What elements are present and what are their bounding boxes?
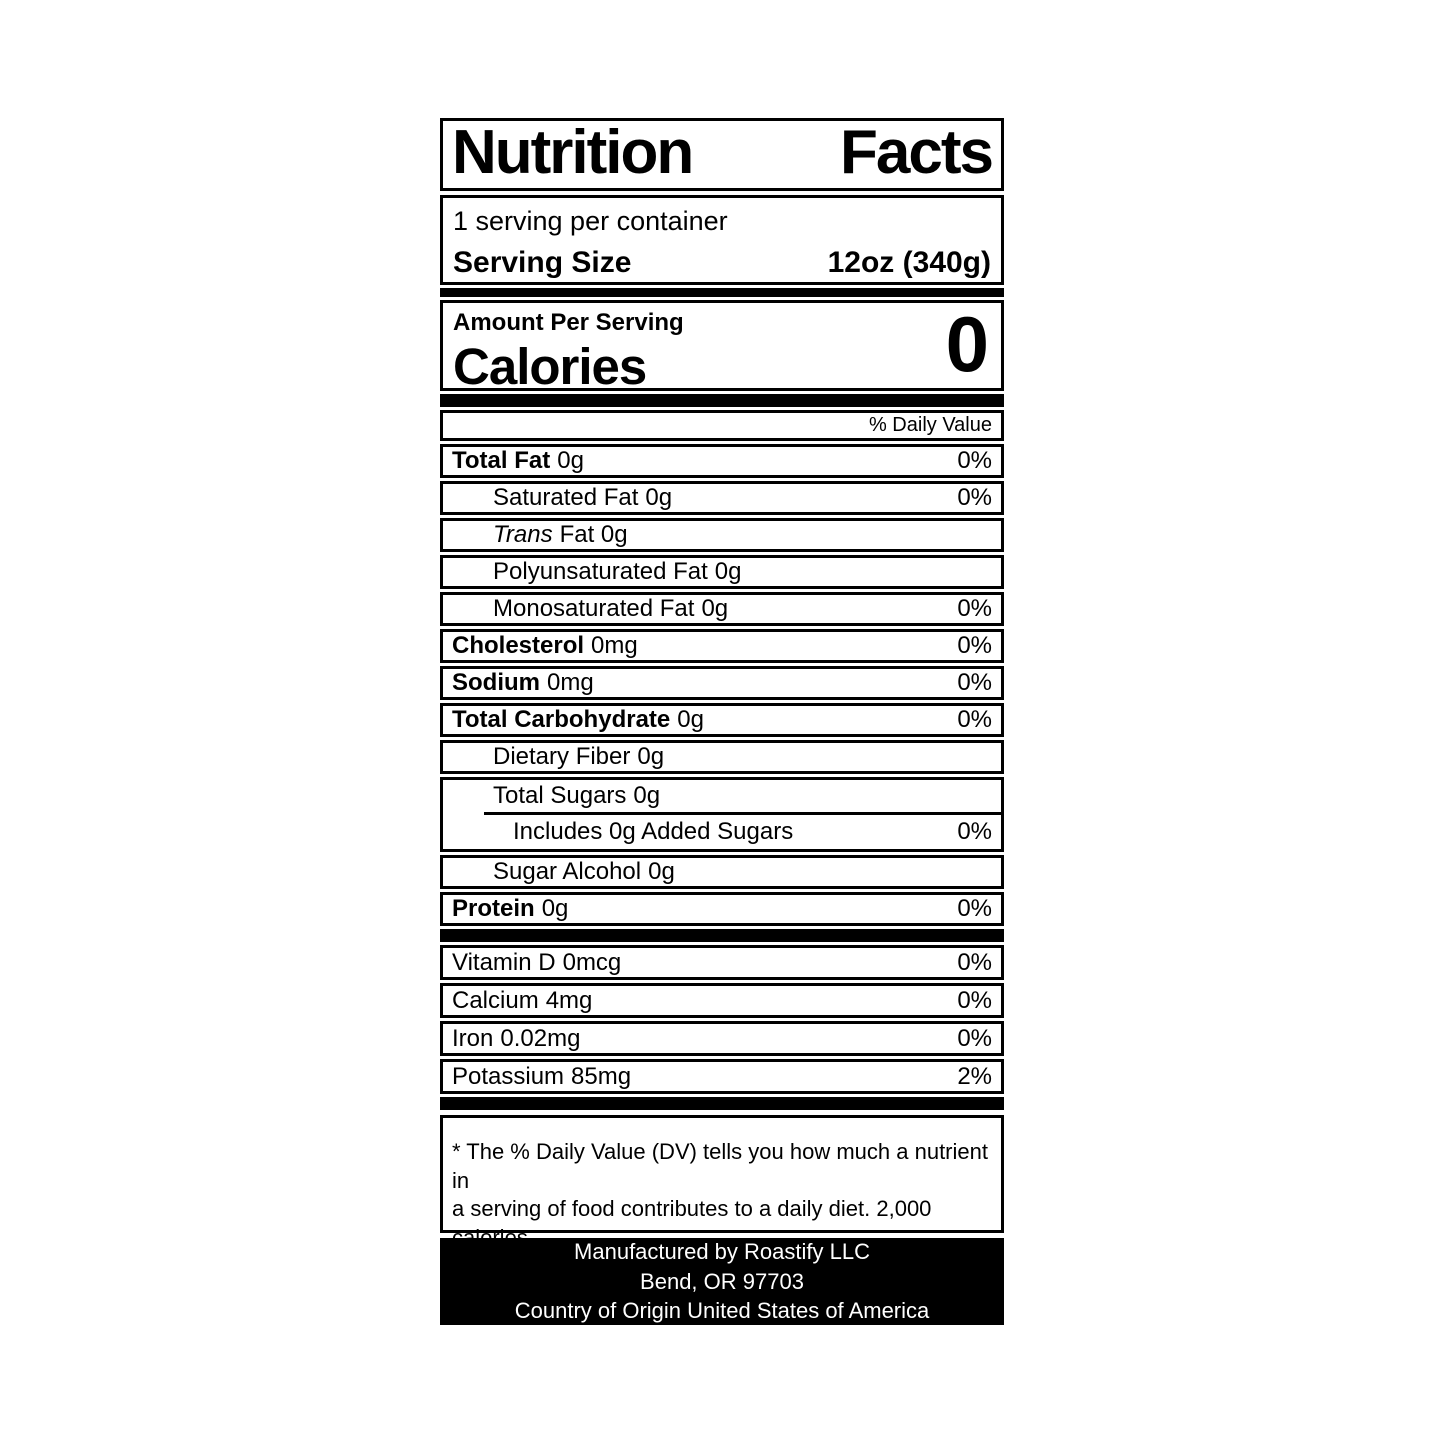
manufacturer-footer: Manufactured by Roastify LLC Bend, OR 97… [440,1238,1004,1325]
nutrient-name: Total Sugars [493,782,627,809]
nutrient-amount: 0g [677,706,704,733]
nutrient-name: Total Fat [452,447,551,474]
daily-value-percent: 0% [957,447,992,474]
nutrient-row-total-fat: Total Fat 0g 0% [440,444,1004,478]
nutrient-row-monosaturated-fat: Monosaturated Fat 0g 0% [440,592,1004,626]
daily-value-footnote: * The % Daily Value (DV) tells you how m… [440,1115,1004,1278]
nutrient-row-cholesterol: Cholesterol 0mg 0% [440,629,1004,663]
calories-value: 0 [945,300,989,388]
manufacturer-address: Bend, OR 97703 [640,1268,804,1294]
nutrient-row-total-sugars: Total Sugars 0g [443,780,1001,812]
nutrient-amount: 0mcg [562,948,622,976]
section-divider-bar [440,394,1004,407]
nutrient-row-trans-fat: Trans Fat 0g [440,518,1004,552]
nutrient-amount: 0g [645,484,673,511]
daily-value-percent: 0% [957,595,992,622]
daily-value-percent: 0% [957,1024,992,1052]
partial-divider [484,812,1001,815]
nutrient-amount: 0g [714,558,742,585]
daily-value-percent: 0% [957,669,992,696]
daily-value-percent: 0% [957,818,992,845]
daily-value-header: % Daily Value [868,414,992,436]
nutrient-name: Iron [452,1024,494,1052]
nutrient-row-sugar-alcohol: Sugar Alcohol 0g [440,855,1004,889]
calories-box: Amount Per Serving Calories 0 [440,300,1004,395]
nutrient-name: Calcium [452,986,539,1014]
nutrient-row-protein: Protein 0g 0% [440,892,1004,926]
nutrient-row-saturated-fat: Saturated Fat 0g 0% [440,481,1004,515]
section-divider-bar [440,929,1004,942]
serving-size-label: Serving Size [453,246,632,280]
nutrition-facts-label: Nutrition Facts 1 serving per container … [440,118,1004,1328]
nutrient-row-potassium: Potassium 85mg 2% [440,1059,1004,1094]
daily-value-percent: 0% [957,986,992,1014]
daily-value-header-box: % Daily Value [440,410,1004,441]
servings-per-container: 1 serving per container [453,206,728,236]
section-divider-bar [440,288,1004,297]
daily-value-percent: 0% [957,632,992,659]
nutrient-amount: 0.02mg [500,1024,581,1052]
daily-value-percent: 0% [957,706,992,733]
nutrient-amount: 0mg [591,632,638,659]
nutrient-amount: 0g [637,743,665,770]
nutrient-name: Includes 0g Added Sugars [513,818,794,845]
section-divider-bar [440,1097,1004,1110]
nutrient-name: Protein [452,895,535,922]
daily-value-percent: 0% [957,948,992,976]
nutrient-row-added-sugars: Includes 0g Added Sugars 0% [443,815,1001,849]
nutrient-amount: Fat 0g [559,521,628,548]
nutrient-amount: 85mg [571,1062,632,1090]
nutrient-amount: 0g [557,447,584,474]
label-title: Nutrition Facts [452,118,994,187]
country-of-origin: Country of Origin United States of Ameri… [514,1298,930,1324]
amount-per-serving-label: Amount Per Serving [453,309,684,336]
nutrient-amount: 0g [541,895,569,922]
nutrient-name: Sodium [452,669,540,696]
nutrient-row-iron: Iron 0.02mg 0% [440,1021,1004,1056]
nutrient-name: Monosaturated Fat [493,595,695,622]
nutrient-row-vitamin-d: Vitamin D 0mcg 0% [440,945,1004,980]
daily-value-percent: 0% [957,484,992,511]
nutrient-amount: 4mg [545,986,593,1014]
serving-size-value: 12oz (340g) [827,246,991,280]
nutrient-name: Dietary Fiber [493,743,631,770]
nutrient-amount: 0g [633,782,661,809]
nutrient-name: Polyunsaturated Fat [493,558,708,585]
daily-value-percent: 0% [957,895,992,922]
nutrient-name: Total Carbohydrate [452,706,671,733]
serving-size-row: Serving Size 12oz (340g) [453,246,991,280]
nutrient-row-sugars-group: Total Sugars 0g Includes 0g Added Sugars… [440,777,1004,852]
nutrient-amount: 0g [701,595,729,622]
nutrient-row-dietary-fiber: Dietary Fiber 0g [440,740,1004,774]
nutrient-name: Vitamin D [452,948,556,976]
nutrient-row-sodium: Sodium 0mg 0% [440,666,1004,700]
nutrient-name: Cholesterol [452,632,585,659]
serving-info-box: 1 serving per container Serving Size 12o… [440,195,1004,285]
manufacturer-line: Manufactured by Roastify LLC [574,1238,870,1264]
nutrient-name: Potassium [452,1062,565,1090]
label-title-box: Nutrition Facts [440,118,1004,191]
nutrient-name: Trans [493,521,553,548]
nutrient-row-calcium: Calcium 4mg 0% [440,983,1004,1018]
daily-value-percent: 2% [957,1062,992,1090]
nutrient-row-polyunsaturated-fat: Polyunsaturated Fat 0g [440,555,1004,589]
nutrient-name: Saturated Fat [493,484,639,511]
nutrient-amount: 0g [648,858,675,885]
calories-label: Calories [453,337,647,395]
nutrient-name: Sugar Alcohol [493,858,642,885]
footnote-line: a day is used for general nutrition advi… [452,1253,848,1279]
nutrient-row-total-carbohydrate: Total Carbohydrate 0g 0% [440,703,1004,737]
footnote-line: a serving of food contributes to a daily… [452,1196,932,1250]
footnote-line: * The % Daily Value (DV) tells you how m… [452,1139,988,1193]
nutrient-amount: 0mg [547,669,594,696]
